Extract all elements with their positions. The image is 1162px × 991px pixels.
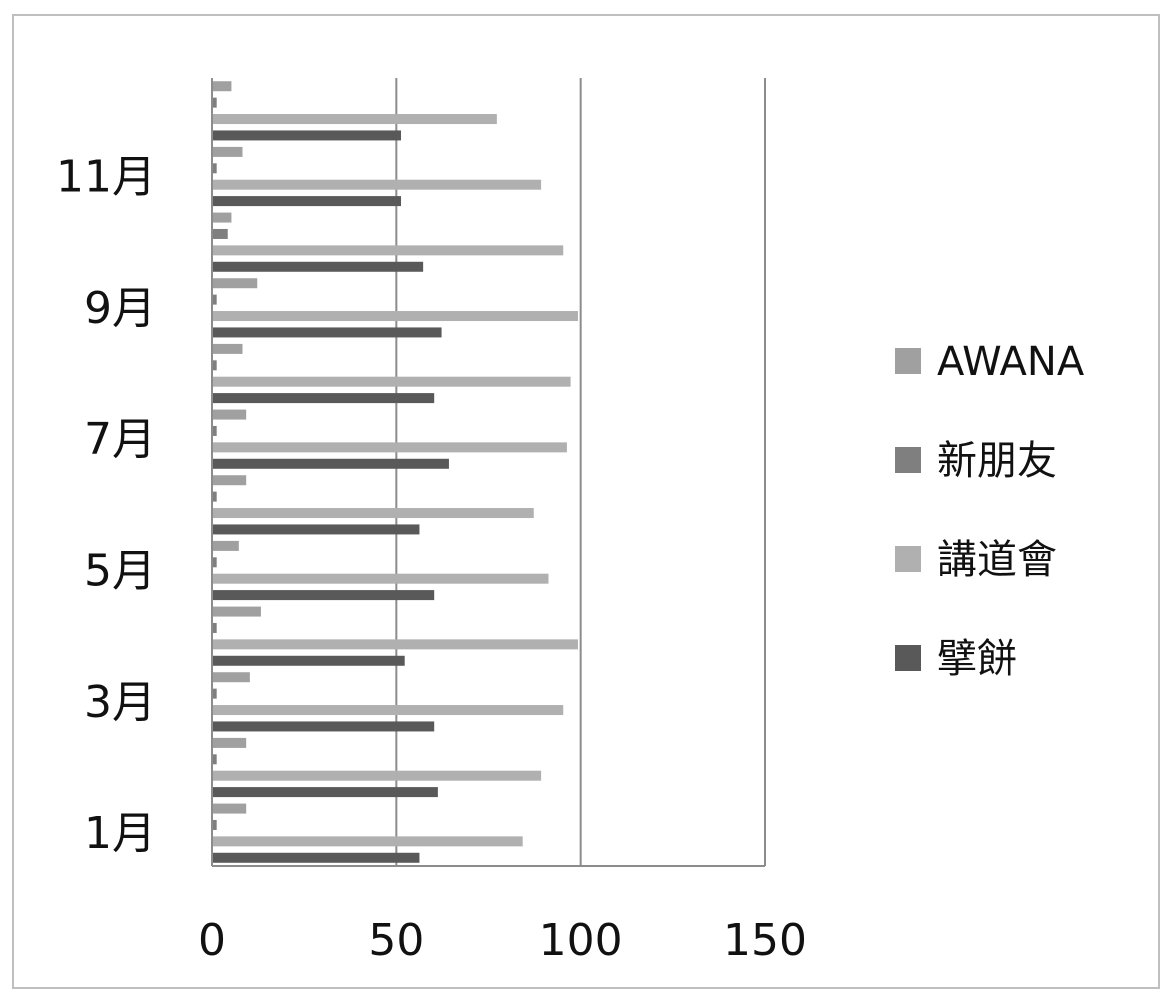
x-tick-label: 100: [539, 915, 623, 966]
chart-frame: [12, 14, 1160, 989]
x-tick-label: 150: [723, 915, 807, 966]
bar: [213, 557, 217, 568]
bar: [213, 737, 247, 748]
bar: [213, 212, 232, 223]
y-tick-label: 1月: [84, 808, 156, 859]
legend-label: 擘餅: [937, 636, 1017, 682]
bar: [213, 508, 534, 519]
x-tick-label: 0: [198, 915, 226, 966]
bar: [213, 606, 261, 617]
bar: [213, 196, 402, 207]
legend-swatch: [895, 447, 921, 473]
bar: [213, 770, 542, 781]
bar: [213, 524, 420, 535]
bar: [213, 819, 217, 830]
axes: [211, 78, 765, 867]
gridlines: [395, 78, 766, 866]
bar: [213, 803, 247, 814]
bar: [213, 754, 217, 765]
y-tick-label: 9月: [84, 283, 156, 334]
bar: [213, 376, 571, 387]
legend-label: 新朋友: [937, 438, 1057, 484]
bar: [213, 442, 567, 453]
bar: [213, 228, 228, 239]
bar: [213, 622, 217, 633]
bar: [213, 655, 405, 666]
bar: [213, 409, 247, 420]
y-tick-label: 11月: [56, 152, 156, 203]
x-tick-labels: 0 50 100 150: [198, 915, 807, 966]
y-tick-label: 3月: [84, 677, 156, 728]
bar: [213, 311, 578, 322]
bar: [213, 672, 250, 683]
bar: [213, 836, 523, 847]
bar: [213, 245, 564, 256]
bar: [213, 163, 217, 174]
bars: [213, 81, 578, 863]
y-tick-label: 5月: [84, 546, 156, 597]
bar: [213, 146, 243, 157]
bar: [213, 475, 247, 486]
bar: [213, 721, 435, 732]
bar: [213, 705, 564, 716]
bar: [213, 261, 424, 272]
bar: [213, 360, 217, 371]
bar: [213, 130, 402, 141]
legend-label: 講道會: [937, 537, 1057, 583]
x-tick-label: 50: [368, 915, 424, 966]
y-tick-label: 7月: [84, 414, 156, 465]
bar: [213, 573, 549, 584]
bar: [213, 179, 542, 190]
bar: [213, 540, 239, 551]
bar: [213, 114, 497, 125]
y-tick-labels: 1月 3月 5月 7月 9月 11月: [56, 152, 156, 860]
bar: [213, 343, 243, 354]
bar: [213, 81, 232, 92]
legend-swatch: [895, 645, 921, 671]
bar: [213, 852, 420, 863]
bar: [213, 491, 217, 502]
legend-swatch: [895, 546, 921, 572]
bar: [213, 294, 217, 305]
bar: [213, 639, 578, 650]
legend-label: AWANA: [937, 339, 1085, 385]
bar: [213, 590, 435, 601]
bar: [213, 425, 217, 436]
bar: [213, 278, 258, 289]
bar: [213, 787, 438, 798]
bar: [213, 688, 217, 699]
legend-swatch: [895, 348, 921, 374]
bar: [213, 97, 217, 108]
bar: [213, 458, 449, 469]
bar: [213, 327, 442, 338]
bar: [213, 393, 435, 404]
